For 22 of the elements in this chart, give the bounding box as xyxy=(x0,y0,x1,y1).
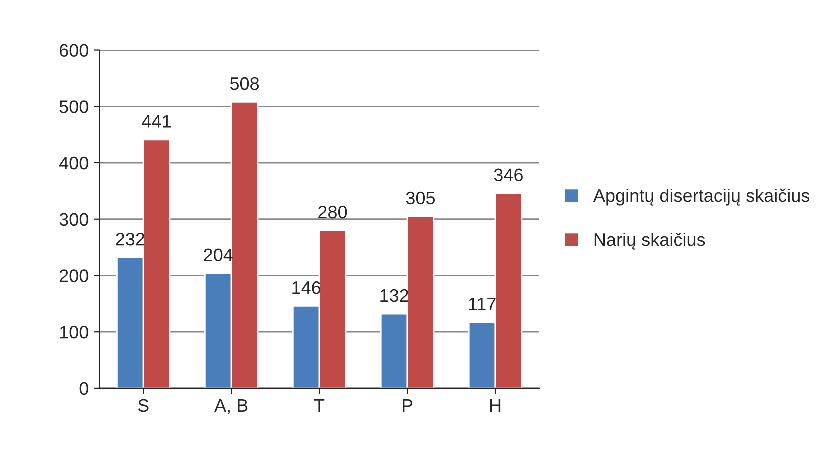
x-tick-label: S xyxy=(138,399,149,412)
x-tick-label: A, B xyxy=(214,400,248,414)
x-tick-label: T xyxy=(314,400,325,412)
y-tick-label: 400 xyxy=(59,156,88,170)
data-label: 508 xyxy=(230,77,260,90)
data-label: 132 xyxy=(380,289,408,302)
x-tick-label: P xyxy=(402,400,413,412)
data-label: 305 xyxy=(406,192,436,205)
legend-label: Narių skaičius xyxy=(594,232,706,250)
x-tick-label: H xyxy=(490,400,501,412)
data-label: 346 xyxy=(494,168,523,182)
data-label: 117 xyxy=(469,298,496,310)
y-tick-label: 300 xyxy=(60,213,88,226)
y-tick-label: 100 xyxy=(60,326,88,339)
y-tick-label: 0 xyxy=(80,382,88,396)
y-tick-label: 200 xyxy=(60,270,88,282)
data-label: 280 xyxy=(318,206,348,219)
y-tick-label: 600 xyxy=(60,44,88,57)
data-label: 441 xyxy=(142,115,171,128)
y-tick-label: 500 xyxy=(60,100,88,114)
legend-label: Apgintų disertacijų skaičius xyxy=(593,188,810,206)
data-label: 232 xyxy=(116,233,145,246)
